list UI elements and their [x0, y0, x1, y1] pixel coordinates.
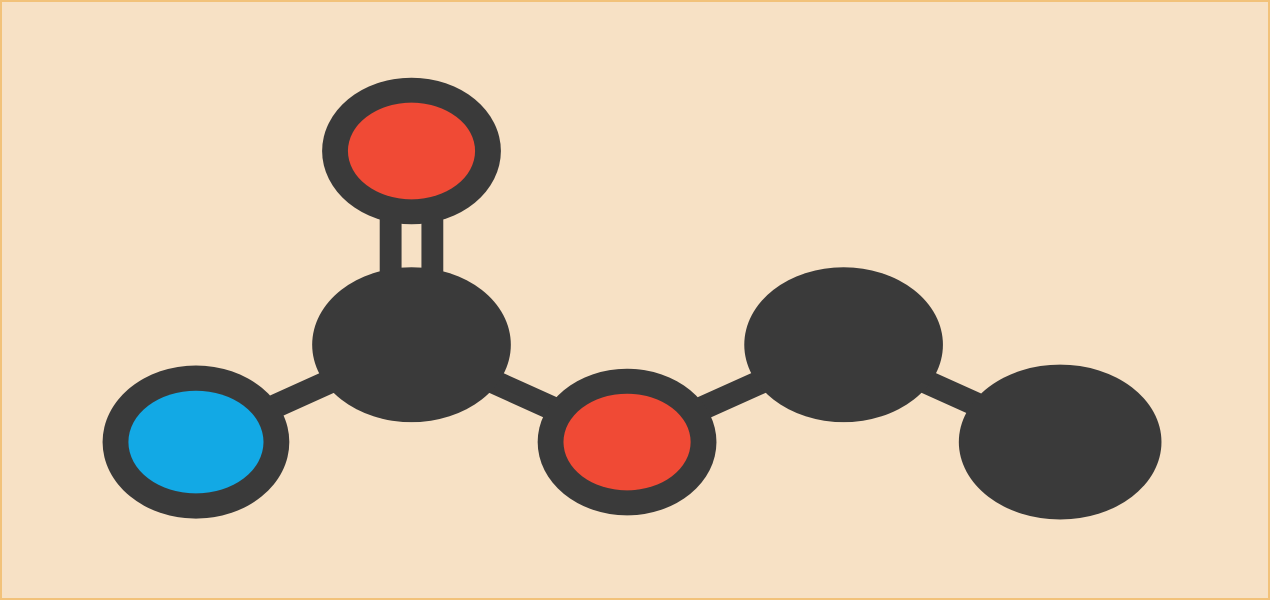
atom-c-methyl: [958, 364, 1162, 520]
oxygen-atom-core: [563, 393, 691, 491]
atom-o-carbonyl: [322, 77, 501, 225]
atom-n-amine: [102, 365, 290, 519]
atom-c-methylene: [744, 267, 943, 423]
atoms-layer: [102, 77, 1162, 520]
atom-o-ester: [537, 368, 717, 516]
carbon-atom-body: [744, 267, 943, 423]
atom-c-carbonyl: [312, 267, 511, 423]
oxygen-atom-core: [347, 102, 476, 200]
nitrogen-atom-core: [128, 390, 264, 494]
carbon-atom-body: [312, 267, 511, 423]
carbon-atom-body: [958, 364, 1162, 520]
